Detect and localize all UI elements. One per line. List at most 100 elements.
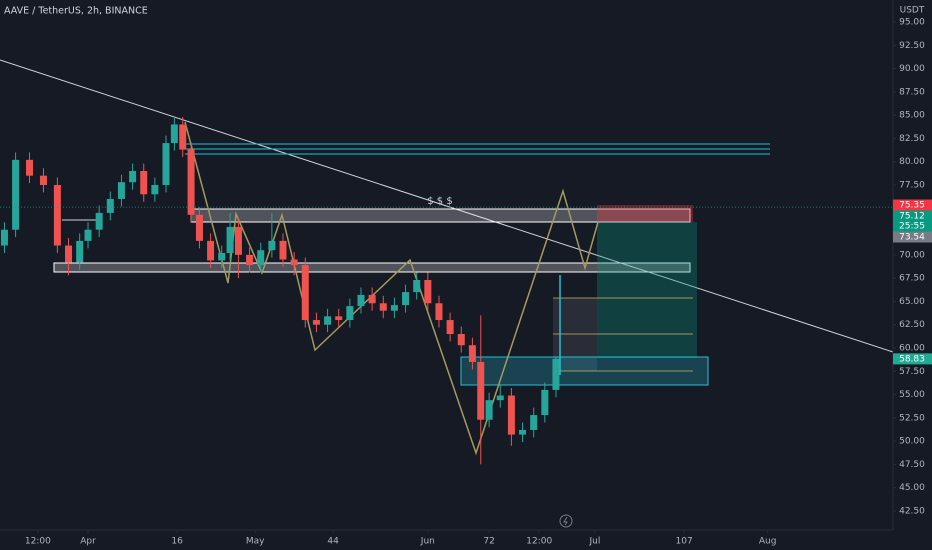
candle-body <box>179 124 187 150</box>
annotation: $ $ $ <box>427 196 452 207</box>
candle-body <box>140 171 148 195</box>
price-tag-label: 73.54 <box>899 233 925 243</box>
candle-body <box>357 294 365 307</box>
y-tick-label: 62.50 <box>899 320 925 330</box>
candle-body <box>446 320 454 335</box>
candle-body <box>424 279 432 304</box>
candle-body <box>268 240 276 251</box>
candle-body <box>485 400 493 420</box>
candle-body <box>65 245 73 263</box>
candle-body <box>413 279 421 293</box>
candle-body <box>552 358 560 390</box>
candle-body <box>368 294 376 304</box>
price-tag <box>893 353 932 365</box>
candle-body <box>129 171 137 183</box>
price-tag <box>893 231 932 243</box>
y-tick-label: 42.50 <box>899 506 925 516</box>
candle-body <box>76 240 84 263</box>
x-tick-label: 107 <box>676 537 693 547</box>
y-tick-label: 80.00 <box>899 157 925 167</box>
candle-body <box>279 240 287 260</box>
candle-body <box>468 345 476 362</box>
y-tick-label: 70.00 <box>899 250 925 260</box>
candle-body <box>379 303 387 311</box>
candle-body <box>117 182 125 199</box>
candle-body <box>226 226 234 253</box>
y-tick-label: 87.50 <box>899 87 925 97</box>
price-tag <box>893 199 932 211</box>
icon-bolt[interactable] <box>563 516 568 526</box>
price-tag <box>893 210 932 232</box>
x-tick-label: 12:00 <box>25 537 51 547</box>
y-tick-label: 92.50 <box>899 41 925 51</box>
x-tick-label: 72 <box>483 537 494 547</box>
target-zone <box>597 222 697 358</box>
candle-body <box>290 259 298 266</box>
x-tick-label: Aug <box>759 537 777 547</box>
chart-title: AAVE / TetherUS, 2h, BINANCE <box>4 6 148 17</box>
candle-body <box>335 316 343 321</box>
candle-body <box>187 149 195 215</box>
candle-body <box>435 303 443 321</box>
y-tick-label: 52.50 <box>899 413 925 423</box>
x-tick-label: May <box>246 537 265 547</box>
candle-body <box>457 334 465 346</box>
price-tag-label: 75.12 <box>899 212 925 222</box>
price-tag-label: 58.83 <box>899 354 925 364</box>
candle-body <box>507 395 515 435</box>
y-tick-label: 50.00 <box>899 437 925 447</box>
drawings: $ $ $ <box>0 59 894 456</box>
candle-body <box>312 320 320 325</box>
candle-body <box>234 226 242 255</box>
candle-body <box>151 184 159 195</box>
x-tick-label: Jun <box>420 537 435 547</box>
y-tick-label: 55.00 <box>899 390 925 400</box>
candle-body <box>53 184 61 246</box>
candle-body <box>207 240 215 261</box>
x-tick-label: Jul <box>589 537 601 547</box>
trend-line <box>0 59 894 353</box>
y-tick-label: 95.00 <box>899 17 925 27</box>
candle-body <box>12 159 20 230</box>
candle-body <box>0 229 8 246</box>
candles <box>0 116 560 465</box>
candle-body <box>257 250 265 266</box>
candle-body <box>26 159 34 176</box>
y-tick-label: 57.50 <box>899 367 925 377</box>
candle-body <box>346 306 354 321</box>
y-tick-label: 82.50 <box>899 134 925 144</box>
y-tick-label: 65.00 <box>899 297 925 307</box>
candle-body <box>496 395 504 401</box>
y-axis-label: USDT <box>900 6 925 16</box>
candle-body <box>519 429 527 435</box>
x-tick-label: 16 <box>171 537 183 547</box>
replay-icon[interactable] <box>559 514 573 528</box>
y-tick-label: 60.00 <box>899 343 925 353</box>
x-tick-label: Apr <box>80 537 96 547</box>
zone-box <box>53 262 691 273</box>
candle-body <box>301 265 309 321</box>
x-tick-label: 44 <box>327 537 339 547</box>
candle-body <box>541 389 549 416</box>
candle-body <box>402 292 410 306</box>
icon-ring[interactable] <box>559 514 573 528</box>
candle-body <box>390 305 398 311</box>
candle-body <box>246 254 254 266</box>
candle-body <box>477 361 485 420</box>
stop-zone <box>597 205 693 222</box>
candle-body <box>324 316 332 325</box>
y-tick-label: 85.00 <box>899 111 925 121</box>
y-tick-label: 77.50 <box>899 180 925 190</box>
y-tick-label: 90.00 <box>899 64 925 74</box>
y-tick-label: 45.00 <box>899 483 925 493</box>
candle-body <box>162 143 170 185</box>
candle-body <box>218 252 226 261</box>
candle-body <box>95 212 103 230</box>
y-tick-label: 47.50 <box>899 460 925 470</box>
candle-body <box>195 214 203 241</box>
x-tick-label: 12:00 <box>526 537 552 547</box>
candle-body <box>530 415 538 430</box>
candle-body <box>84 229 92 241</box>
